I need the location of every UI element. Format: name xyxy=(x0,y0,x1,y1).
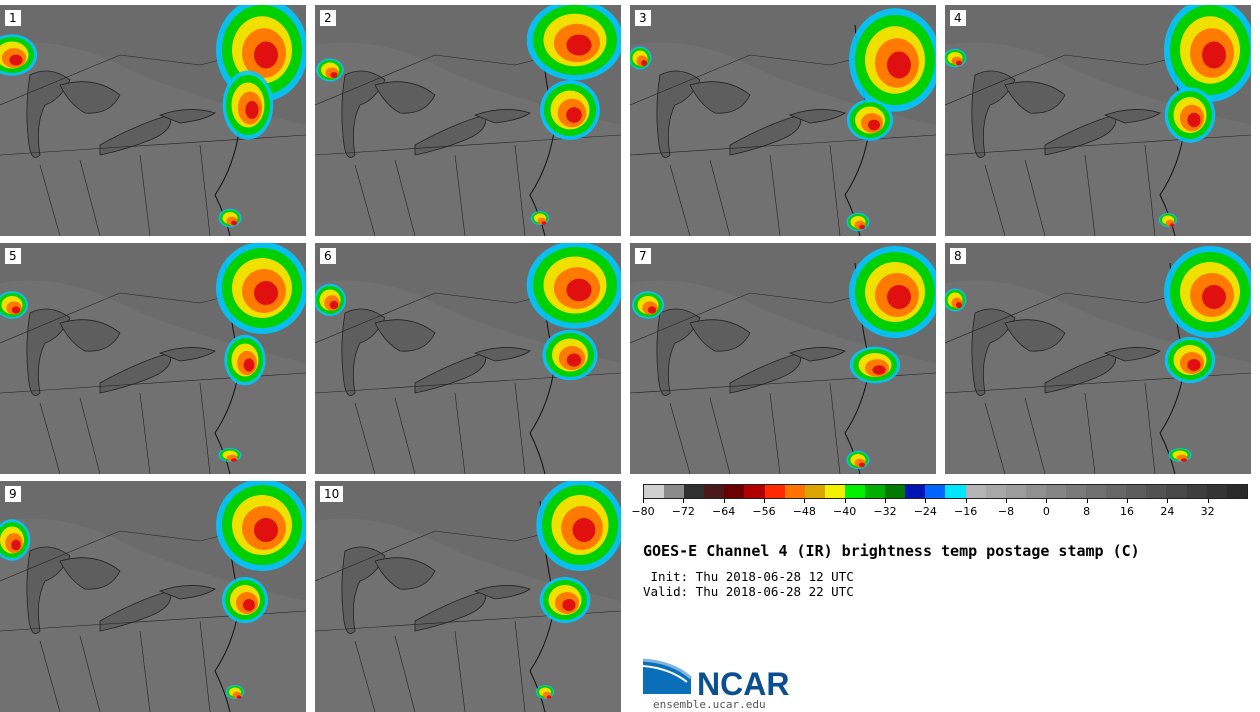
map-panel-6: 6 xyxy=(315,243,621,474)
panel-number: 3 xyxy=(635,10,651,26)
tick-label: −64 xyxy=(712,505,736,518)
tick-mark xyxy=(1127,499,1128,503)
colorbar xyxy=(643,484,1248,499)
colorbar-segment xyxy=(1146,485,1167,498)
map-panel-10: 10 xyxy=(315,481,621,712)
colorbar-segment xyxy=(1065,485,1087,498)
tick-label: −40 xyxy=(833,505,857,518)
tick-label: 16 xyxy=(1120,505,1134,518)
site-url: ensemble.ucar.edu xyxy=(653,698,766,711)
panel-number: 9 xyxy=(5,486,21,502)
tick-mark xyxy=(844,499,846,503)
tick-mark xyxy=(965,499,967,503)
tick-label: 24 xyxy=(1160,505,1175,518)
map-panel-1: 1 xyxy=(0,5,306,236)
map-panel-8: 8 xyxy=(945,243,1251,474)
panel-number: 5 xyxy=(5,248,21,264)
tick-mark xyxy=(1207,499,1209,503)
colorbar-segment xyxy=(925,485,946,498)
map-panel-4: 4 xyxy=(945,5,1251,236)
panel-number: 2 xyxy=(320,10,336,26)
panel-number: 1 xyxy=(5,10,21,26)
map-panel-3: 3 xyxy=(630,5,936,236)
colorbar-segment xyxy=(905,485,926,498)
tick-label: 32 xyxy=(1200,505,1215,518)
colorbar-segment xyxy=(824,485,845,498)
colorbar-segment xyxy=(1086,485,1107,498)
figure-title: GOES-E Channel 4 (IR) brightness temp po… xyxy=(643,542,1140,560)
tick-mark xyxy=(885,499,886,503)
colorbar-segment xyxy=(1186,485,1207,498)
colorbar-segment xyxy=(965,485,986,498)
tick-label: −32 xyxy=(873,505,897,518)
colorbar-segment xyxy=(844,485,866,498)
colorbar-segment xyxy=(1206,485,1227,498)
tick-label: −72 xyxy=(671,505,695,518)
tick-label: −24 xyxy=(913,505,937,518)
colorbar-segment xyxy=(724,485,745,498)
tick-mark xyxy=(1167,499,1169,503)
colorbar-segment xyxy=(644,485,665,498)
colorbar-segment xyxy=(664,485,685,498)
panel-number: 10 xyxy=(320,486,344,502)
colorbar-segment xyxy=(945,485,966,498)
panel-number: 4 xyxy=(950,10,966,26)
tick-label: −8 xyxy=(997,505,1015,518)
colorbar-segment xyxy=(1166,485,1187,498)
panel-number: 6 xyxy=(320,248,336,264)
colorbar-segment xyxy=(1045,485,1066,498)
colorbar-segment xyxy=(885,485,906,498)
colorbar-segment xyxy=(985,485,1006,498)
map-panel-9: 9 xyxy=(0,481,306,712)
tick-mark xyxy=(764,499,765,503)
colorbar-segment xyxy=(1226,485,1247,498)
tick-mark xyxy=(1006,499,1007,503)
colorbar-segment xyxy=(784,485,805,498)
tick-mark xyxy=(643,499,644,503)
tick-mark xyxy=(1046,499,1048,503)
panel-number: 7 xyxy=(635,248,651,264)
colorbar-segment xyxy=(744,485,765,498)
colorbar-segment xyxy=(1025,485,1046,498)
map-panel-5: 5 xyxy=(0,243,306,474)
colorbar-segment xyxy=(1126,485,1147,498)
ncar-logo-text: NCAR xyxy=(697,666,789,700)
tick-label: −56 xyxy=(752,505,776,518)
ncar-logo: NCAR xyxy=(642,656,793,702)
tick-label: 0 xyxy=(1042,505,1050,518)
colorbar-segment xyxy=(1106,485,1127,498)
tick-label: −48 xyxy=(792,505,816,518)
tick-mark xyxy=(683,499,685,503)
map-panel-2: 2 xyxy=(315,5,621,236)
tick-label: −16 xyxy=(954,505,978,518)
tick-mark xyxy=(925,499,927,503)
tick-label: 8 xyxy=(1083,505,1091,518)
valid-time: Valid: Thu 2018-06-28 22 UTC xyxy=(643,584,854,599)
colorbar-segment xyxy=(684,485,705,498)
colorbar-segment xyxy=(764,485,785,498)
init-time: Init: Thu 2018-06-28 12 UTC xyxy=(643,569,854,584)
colorbar-segment xyxy=(704,485,725,498)
colorbar-segment xyxy=(865,485,886,498)
colorbar-ticks: −80 −72 −64 −56 −48 −40 −32 −24 −16 −8 0 8 16 24 32 xyxy=(631,499,1248,523)
tick-mark xyxy=(804,499,806,503)
tick-mark xyxy=(723,499,725,503)
map-panel-7: 7 xyxy=(630,243,936,474)
panel-number: 8 xyxy=(950,248,966,264)
tick-label: −80 xyxy=(631,505,655,518)
colorbar-segment xyxy=(1005,485,1026,498)
tick-mark xyxy=(1086,499,1088,503)
colorbar-segment xyxy=(804,485,825,498)
